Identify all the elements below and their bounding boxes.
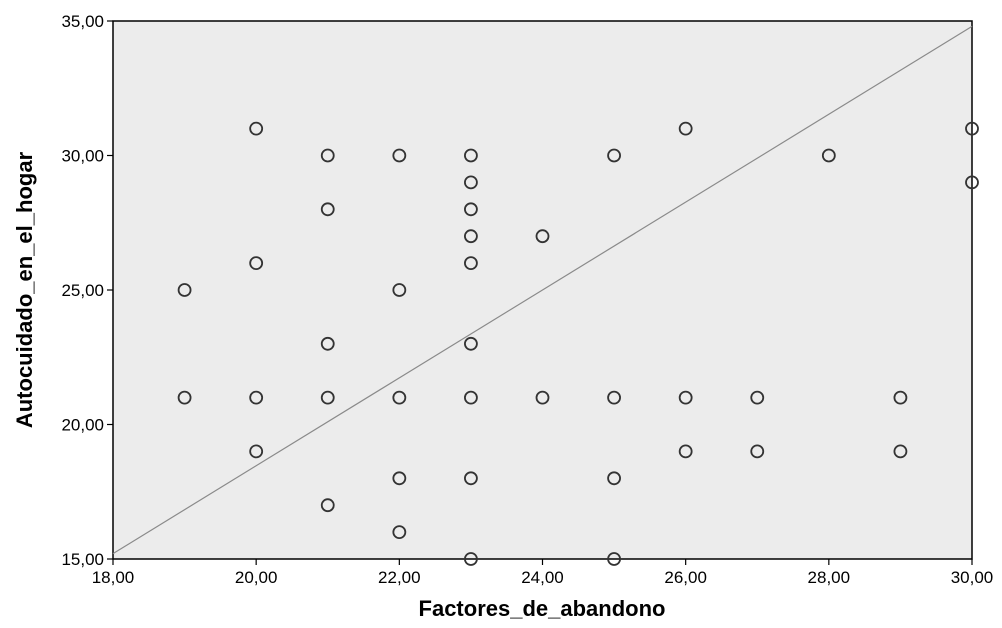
data-point [965,121,979,136]
data-point [464,390,478,405]
data-point [750,390,765,405]
data-point [607,148,621,163]
points-layer [177,121,979,566]
data-point [678,444,693,459]
data-point [464,256,478,271]
x-tick-label: 20,00 [235,568,278,587]
data-point [320,202,335,217]
data-point [464,471,478,486]
data-point [392,525,407,539]
data-point [607,552,621,566]
data-point [249,121,264,136]
x-tick-label: 24,00 [521,568,564,587]
data-point [464,336,478,351]
data-point [464,552,478,566]
data-point [320,498,335,513]
data-point [607,390,621,405]
data-point [464,148,478,163]
data-point [392,390,407,405]
data-point [464,175,478,190]
fit-line [112,25,973,555]
x-tick-label: 30,00 [951,568,994,587]
data-point [464,202,478,217]
data-point [893,390,908,405]
data-point [678,121,693,136]
x-axis-title: Factores_de_abandono [419,596,666,621]
x-tick-label: 26,00 [664,568,707,587]
data-point [893,444,908,459]
data-point [821,148,836,163]
data-point [320,336,335,351]
data-point [249,390,264,405]
x-tick-label: 22,00 [378,568,421,587]
y-tick-label: 30,00 [61,147,104,166]
data-point [965,175,979,190]
data-point [607,471,621,486]
x-tick-label: 28,00 [808,568,851,587]
y-tick-label: 35,00 [61,12,104,31]
data-point [177,390,192,405]
data-point [464,229,478,244]
y-tick-label: 25,00 [61,281,104,300]
data-point [750,444,765,459]
data-point [320,148,335,163]
data-point [249,444,264,459]
y-axis-title: Autocuidado_en_el_hogar [12,151,37,428]
data-point [177,283,192,297]
data-point [249,256,264,271]
data-point [535,229,550,244]
data-point [392,283,407,297]
x-axis: 18,00 20,00 22,00 24,00 26,00 28,00 30,00 [92,559,994,587]
y-tick-label: 15,00 [61,550,104,569]
data-point [392,471,407,486]
y-axis: 15,00 20,00 25,00 30,00 35,00 [61,12,113,569]
data-point [320,390,335,405]
x-tick-label: 18,00 [92,568,135,587]
data-point [678,390,693,405]
data-point [535,390,550,405]
y-tick-label: 20,00 [61,416,104,435]
data-point [392,148,407,163]
fit-line-layer [112,25,973,555]
